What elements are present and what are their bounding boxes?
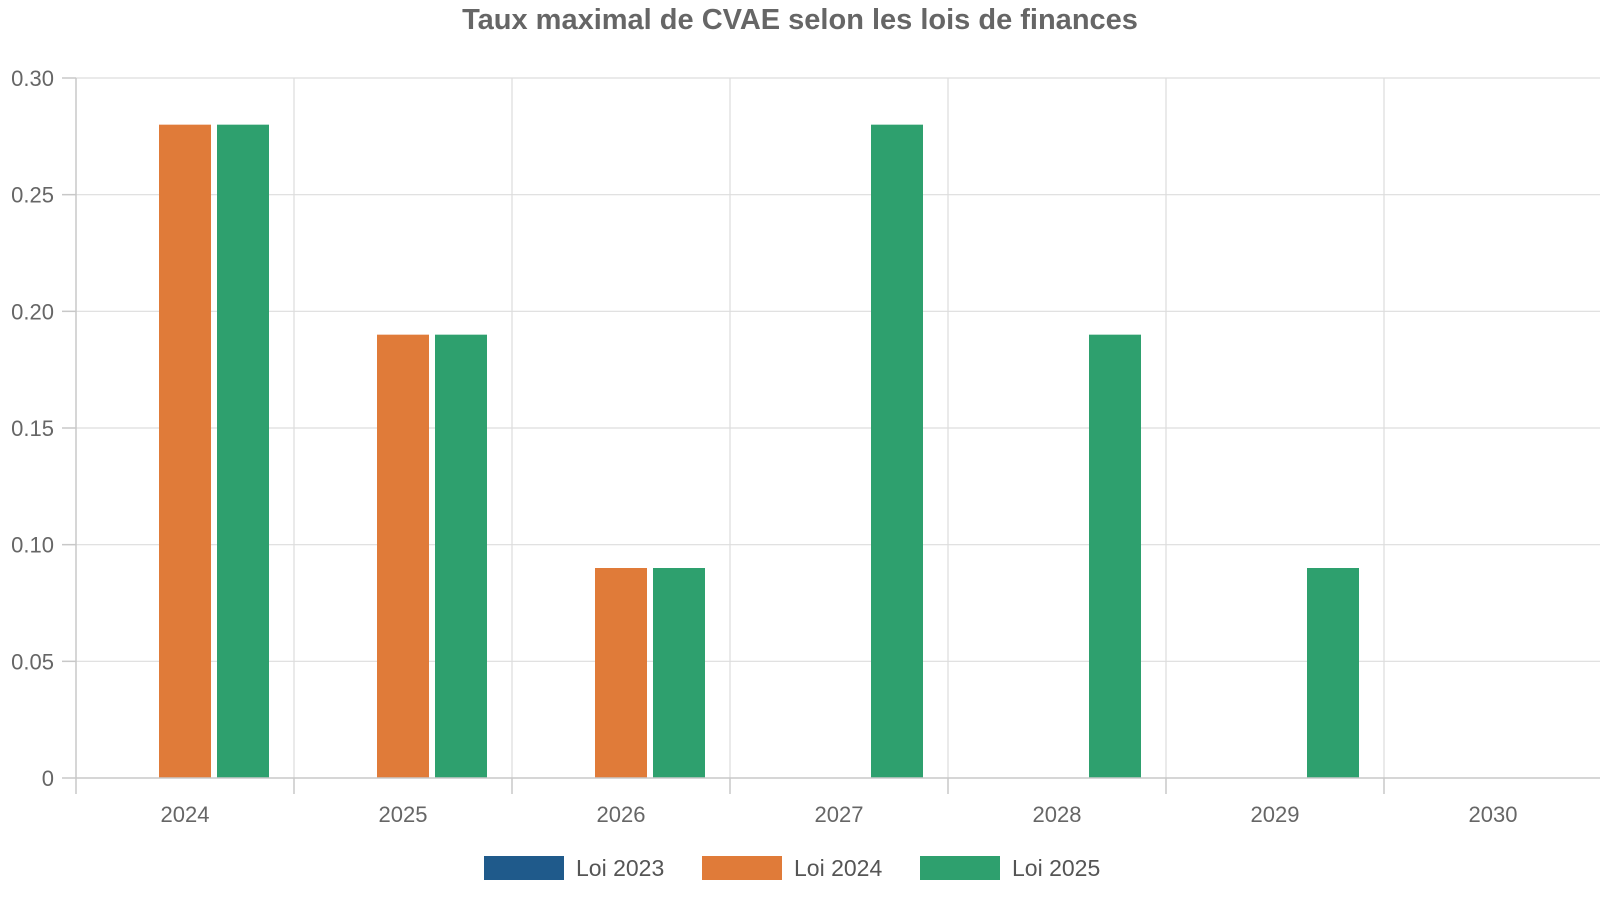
legend-label: Loi 2025 [1012, 855, 1100, 881]
x-tick-label: 2030 [1469, 802, 1518, 827]
bar-loi-2025-2025 [435, 334, 487, 778]
x-tick-label: 2026 [597, 802, 646, 827]
chart-title: Taux maximal de CVAE selon les lois de f… [462, 4, 1138, 36]
y-tick-label: 0.15 [11, 416, 54, 441]
legend-item-loi-2025[interactable]: Loi 2025 [920, 855, 1100, 881]
legend-label: Loi 2023 [576, 855, 664, 881]
grid [76, 77, 1600, 778]
bar-loi-2024-2025 [377, 334, 429, 778]
bar-loi-2024-2026 [595, 568, 647, 778]
legend[interactable]: Loi 2023 Loi 2024 Loi 2025 [484, 855, 1100, 881]
y-tick-label: 0.25 [11, 183, 54, 208]
bar-loi-2024-2024 [159, 124, 211, 778]
x-axis-ticks: 2024 2025 2026 2027 2028 2029 2030 [75, 778, 1518, 827]
legend-item-loi-2024[interactable]: Loi 2024 [702, 855, 882, 881]
bar-loi-2025-2029 [1307, 568, 1359, 778]
bar-loi-2025-2024 [217, 124, 269, 778]
legend-swatch [484, 856, 564, 880]
y-tick-label: 0 [42, 766, 54, 791]
legend-swatch [920, 856, 1000, 880]
y-axis-ticks: 0 0.05 0.10 0.15 0.20 0.25 0.30 [11, 66, 76, 791]
bar-loi-2025-2027 [871, 124, 923, 778]
bars [159, 124, 1359, 778]
x-tick-label: 2027 [815, 802, 864, 827]
bar-loi-2025-2026 [653, 568, 705, 778]
x-tick-label: 2029 [1251, 802, 1300, 827]
x-tick-label: 2028 [1033, 802, 1082, 827]
y-tick-label: 0.30 [11, 66, 54, 91]
legend-label: Loi 2024 [794, 855, 882, 881]
bar-loi-2025-2028 [1089, 334, 1141, 778]
legend-item-loi-2023[interactable]: Loi 2023 [484, 855, 664, 881]
y-tick-label: 0.20 [11, 299, 54, 324]
legend-swatch [702, 856, 782, 880]
y-tick-label: 0.10 [11, 533, 54, 558]
x-tick-label: 2025 [379, 802, 428, 827]
x-tick-label: 2024 [161, 802, 210, 827]
y-tick-label: 0.05 [11, 649, 54, 674]
